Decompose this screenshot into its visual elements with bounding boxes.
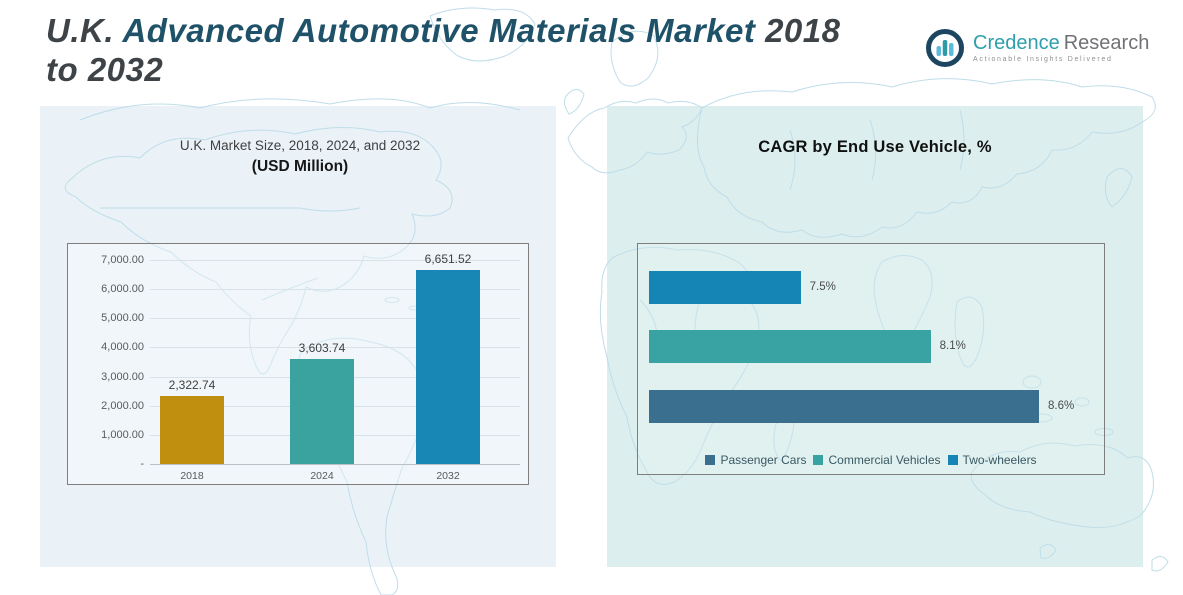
x-axis-category-label-2018: 2018 <box>180 470 204 482</box>
market-size-plot: 7,000.00 6,000.00 5,000.00 4,000.00 3,000.00… <box>67 243 529 485</box>
cagr-bar-two-wheelers <box>649 271 801 304</box>
logo-tagline: Actionable Insights Delivered <box>973 56 1113 63</box>
legend-label-commercial-vehicles: Commercial Vehicles <box>828 453 941 467</box>
logo-brand-primary: Credence <box>973 32 1060 54</box>
x-axis-category-label-2032: 2032 <box>436 470 460 482</box>
page-title-segment: Advanced Automotive Materials Market <box>122 12 766 49</box>
bar-2032 <box>416 270 480 464</box>
legend-swatch-commercial-vehicles <box>813 455 824 465</box>
market-size-chart-subtitle: (USD Million) <box>251 158 349 175</box>
legend-item-two-wheelers: Two-wheelers <box>947 453 1037 467</box>
cagr-value-label-commercial-vehicles: 8.1% <box>939 340 966 352</box>
y-axis-tick-label: - <box>140 458 144 470</box>
cagr-value-label-two-wheelers: 7.5% <box>809 281 836 293</box>
cagr-bar-passenger-cars <box>649 390 1039 423</box>
y-axis-tick-label: 2,000.00 <box>101 399 144 412</box>
page-title-segment: to 2032 <box>46 50 164 88</box>
legend-label-two-wheelers: Two-wheelers <box>962 453 1037 467</box>
y-axis-tick-label: 5,000.00 <box>101 312 144 325</box>
market-size-chart-title-block: U.K. Market Size, 2018, 2024, and 2032 (… <box>88 138 512 176</box>
x-axis-category-label-2024: 2024 <box>310 470 334 482</box>
page-title-line: U.K. Advanced Automotive Materials Marke… <box>46 12 841 51</box>
legend-item-commercial-vehicles: Commercial Vehicles <box>813 453 941 467</box>
cagr-value-label-passenger-cars: 8.6% <box>1048 400 1075 412</box>
legend-swatch-two-wheelers <box>947 455 958 465</box>
legend-label-passenger-cars: Passenger Cars <box>720 453 807 467</box>
bar-chart-circle-icon <box>926 29 964 67</box>
y-axis-tick-label: 7,000.00 <box>101 254 144 266</box>
logo-brand-secondary: Research <box>1063 32 1150 54</box>
page-title-segment: 2018 <box>765 12 841 49</box>
legend-swatch-passenger-cars <box>705 455 716 465</box>
page-title: U.K. Advanced Automotive Materials Marke… <box>46 12 841 90</box>
page-title-segment: U.K. <box>46 12 123 49</box>
page-title-line: to 2032 <box>46 51 841 90</box>
cagr-chart-title: CAGR by End Use Vehicle, % <box>758 138 992 156</box>
cagr-bar-commercial-vehicles <box>649 330 931 363</box>
logo-brand-name: Credence Research <box>973 33 1149 54</box>
bar-value-label-2018: 2,322.74 <box>168 378 216 393</box>
y-axis-tick-label: 4,000.00 <box>101 341 144 354</box>
bar-2018 <box>160 396 224 464</box>
bar-2024 <box>290 358 354 464</box>
y-axis-tick-label: 3,000.00 <box>101 370 144 383</box>
y-axis-tick-label: 1,000.00 <box>101 428 144 441</box>
x-axis-line <box>150 464 520 465</box>
bar-value-label-2024: 3,603.74 <box>298 340 346 355</box>
cagr-plot: Passenger Cars Commercial Vehicles Two-whe… <box>637 243 1105 475</box>
cagr-legend: Passenger Cars Commercial Vehicles Two-whe… <box>638 453 1104 467</box>
y-axis-tick-label: 6,000.00 <box>101 283 144 296</box>
market-size-chart-title: U.K. Market Size, 2018, 2024, and 2032 <box>179 138 421 153</box>
legend-item-passenger-cars: Passenger Cars <box>705 453 806 467</box>
logo-text: Credence Research Actionable Insights Del… <box>973 33 1149 64</box>
bar-value-label-2032: 6,651.52 <box>424 252 472 267</box>
credence-research-logo: Credence Research Actionable Insights Del… <box>924 27 1149 69</box>
cagr-chart-title-block: CAGR by End Use Vehicle, % <box>667 138 1083 157</box>
